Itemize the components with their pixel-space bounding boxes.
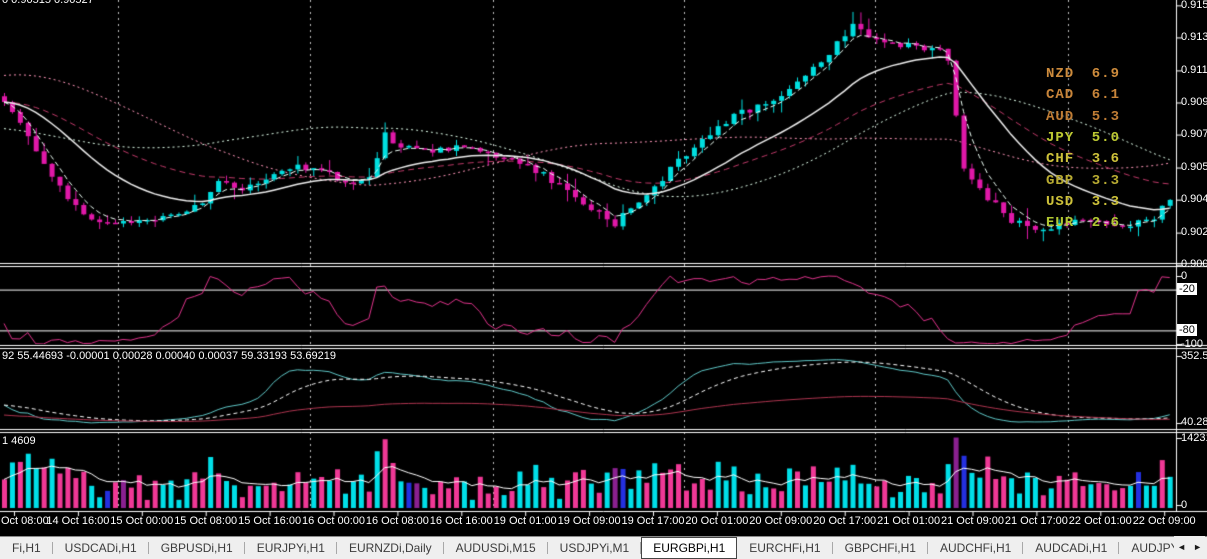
chart-tab-eurnzdi-daily[interactable]: EURNZDi,Daily [337,537,444,559]
chart-tab-audusdi-m15[interactable]: AUDUSDi,M15 [444,537,548,559]
chart-tab-eurjpyi-h1[interactable]: EURJPYi,H1 [245,537,338,559]
chart-tab-fi-h1[interactable]: Fi,H1 [0,537,53,559]
chart-tab-gbpchfi-h1[interactable]: GBPCHFi,H1 [833,537,929,559]
chart-tab-audcadi-h1[interactable]: AUDCADi,H1 [1023,537,1120,559]
chart-tab-usdcadi-h1[interactable]: USDCADi,H1 [53,537,149,559]
chart-tab-eurchfi-h1[interactable]: EURCHFi,H1 [737,537,833,559]
chart-canvas[interactable] [0,0,1207,536]
chart-tab-audchfi-h1[interactable]: AUDCHFi,H1 [928,537,1024,559]
chart-tab-gbpusdi-h1[interactable]: GBPUSDi,H1 [149,537,245,559]
tab-scroll-left-icon[interactable]: ◄ [1177,542,1187,552]
tab-scroll-right-icon[interactable]: ► [1193,542,1202,552]
chart-tab-usdjpyi-m1[interactable]: USDJPYi,M1 [548,537,642,559]
chart-tab-bar: Fi,H1 USDCADi,H1 GBPUSDi,H1 EURJPYi,H1 EURNZ… [0,536,1207,559]
chart-tab-eurgbpi-h1[interactable]: EURGBPi,H1 [641,537,738,559]
tab-scroll-controls: ◄ ► [1174,536,1205,558]
